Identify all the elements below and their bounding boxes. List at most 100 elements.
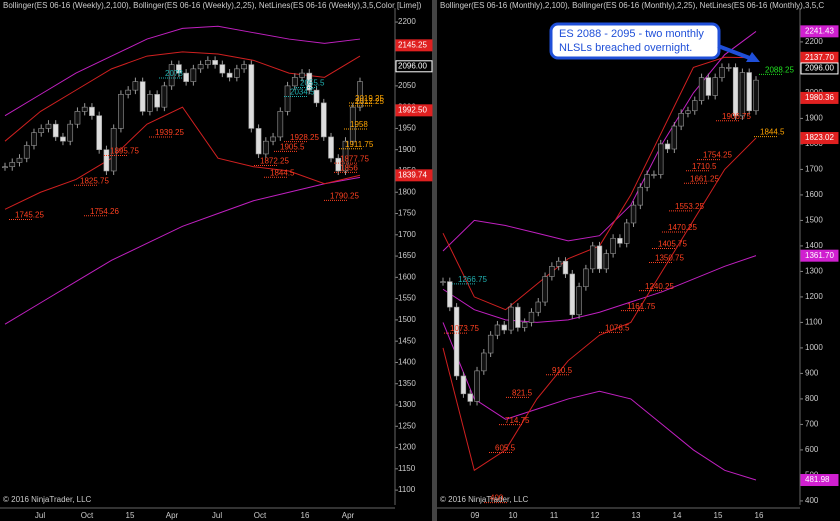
x-tick-label: 10	[509, 511, 518, 520]
y-tick-label: 1950	[398, 124, 416, 133]
candle-body	[176, 64, 182, 74]
price-tag	[395, 169, 433, 182]
net-line-label: 1745.25	[15, 211, 44, 220]
candle-body	[678, 113, 684, 127]
price-tag	[395, 39, 433, 52]
net-line-label: 1553.25	[675, 202, 704, 211]
net-line-label: 1470.25	[668, 223, 697, 232]
y-tick-label: 1150	[398, 464, 416, 473]
candle-body	[569, 273, 575, 316]
candle-body	[270, 136, 276, 142]
x-tick-label: Oct	[254, 511, 267, 520]
candle-body	[118, 94, 124, 129]
x-tick-label: 12	[591, 511, 600, 520]
candle-body	[644, 174, 650, 188]
y-tick-label: 1600	[805, 190, 823, 199]
band-line	[4, 176, 361, 325]
candle-body	[732, 67, 739, 117]
candle-body	[746, 72, 752, 112]
net-line-label: 1895.75	[110, 147, 139, 156]
net-line-label: 1161.75	[627, 302, 656, 311]
price-tag-label: 2137.70	[805, 53, 834, 62]
band-line	[442, 322, 757, 481]
candle-body	[624, 222, 630, 244]
y-tick-label: 1350	[398, 379, 416, 388]
candle-body	[299, 72, 305, 78]
price-tag	[800, 132, 839, 145]
candle-body	[16, 157, 23, 163]
net-line-label: 1073.75	[450, 324, 479, 333]
y-tick-label: 1650	[398, 251, 416, 260]
candle-body	[617, 237, 623, 244]
x-tick-label: 15	[714, 511, 723, 520]
plot-area: Bollinger(ES 06-16 (Weekly),2,100), Boll…	[3, 1, 422, 10]
y-tick-label: 1750	[398, 209, 416, 218]
band-line	[4, 25, 361, 117]
net-line-label: 1825.75	[80, 176, 109, 185]
price-tag-label: 1839.74	[398, 170, 427, 179]
candle-body	[23, 145, 30, 159]
x-tick-label: Jul	[35, 511, 45, 520]
candle-body	[651, 174, 657, 176]
x-tick-label: Jul	[212, 511, 222, 520]
candle-body	[139, 81, 146, 112]
copyright: © 2016 NinjaTrader, LLC	[440, 495, 529, 504]
price-tag-label: 2096.00	[398, 61, 427, 70]
y-tick-label: 1550	[398, 294, 416, 303]
candle-body	[255, 128, 262, 155]
candle-body	[685, 110, 691, 114]
band-line	[442, 255, 757, 323]
x-tick-label: Apr	[342, 511, 355, 520]
candle-body	[125, 89, 131, 95]
net-line-label: 1844.5	[270, 168, 295, 177]
candle-body	[110, 128, 117, 172]
candle-body	[501, 324, 507, 331]
candle-body	[335, 157, 342, 172]
candle-body	[38, 128, 45, 133]
candle-body	[60, 136, 66, 142]
net-line-label: 1856	[340, 164, 358, 173]
candle-body	[460, 375, 467, 395]
price-tag-label: 1361.70	[805, 251, 834, 260]
net-line-label: 1928.25	[290, 133, 319, 142]
candle-body	[168, 64, 175, 87]
y-tick-label: 1450	[398, 336, 416, 345]
y-tick-label: 900	[805, 369, 819, 378]
net-line-label: 605.5	[495, 444, 516, 453]
price-tag	[800, 25, 839, 38]
y-tick-label: 1500	[398, 315, 416, 324]
x-tick-label: 09	[471, 511, 480, 520]
net-line-label: 1906.75	[722, 112, 751, 121]
price-tag-label: 1992.50	[398, 105, 427, 114]
price-tag	[800, 62, 839, 75]
candle-body	[89, 106, 95, 116]
price-tag-label: 1823.02	[805, 133, 834, 142]
candle-body	[671, 125, 678, 150]
candle-body	[440, 281, 446, 283]
candle-body	[161, 85, 168, 108]
candle-body	[205, 60, 211, 65]
candle-body	[306, 72, 313, 91]
candle-body	[342, 140, 349, 172]
candle-body	[698, 77, 705, 101]
candle-body	[2, 166, 8, 169]
band-line	[4, 106, 361, 210]
net-line-label: 2055.5	[300, 79, 325, 88]
x-tick-label: 16	[301, 511, 310, 520]
net-line-label: 1958	[350, 120, 368, 129]
net-line-label: 1872.25	[260, 157, 289, 166]
candle-body	[521, 322, 528, 328]
net-line-label: 1710.5	[692, 162, 717, 171]
candle-body	[291, 77, 298, 87]
candle-body	[154, 94, 160, 108]
net-line-label: 1790.25	[330, 192, 359, 201]
y-tick-label: 1900	[805, 114, 823, 123]
price-tag	[800, 91, 839, 104]
candle-body	[219, 64, 226, 74]
y-tick-label: 700	[805, 420, 819, 429]
price-tag	[395, 60, 433, 73]
candle-body	[705, 77, 712, 96]
copyright: © 2016 NinjaTrader, LLC	[3, 495, 92, 504]
y-tick-label: 800	[805, 394, 819, 403]
